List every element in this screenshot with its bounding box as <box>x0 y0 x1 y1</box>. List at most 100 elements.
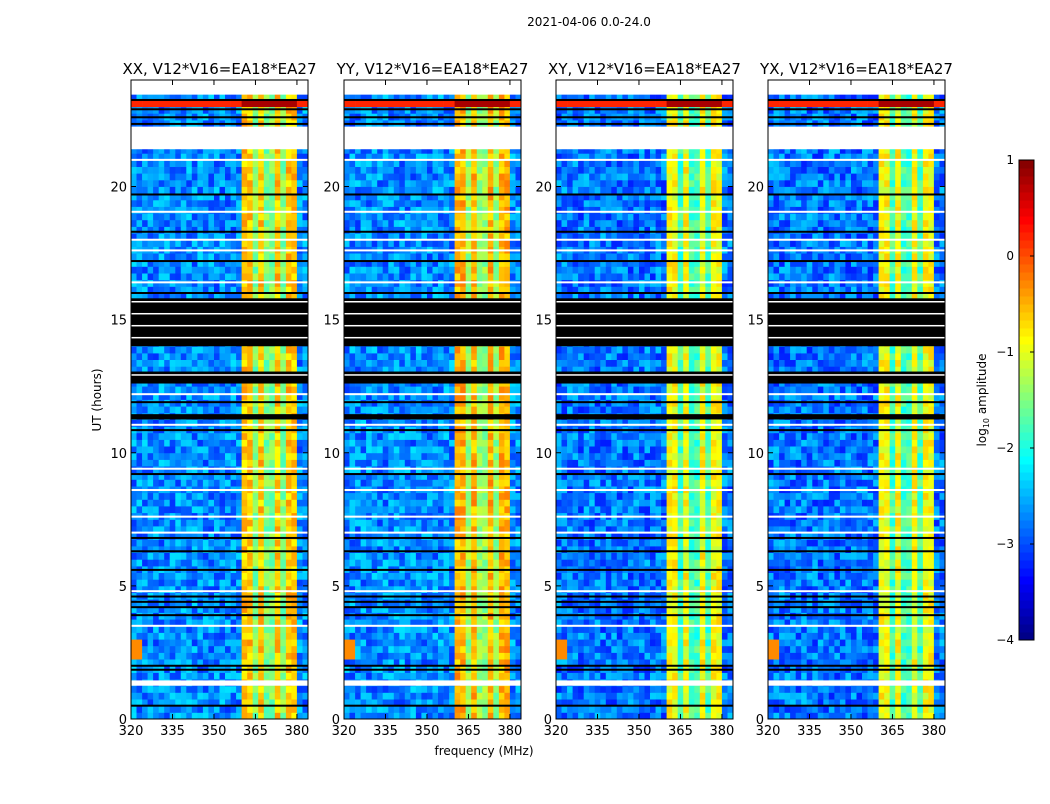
heatmap-cell <box>142 479 148 486</box>
heatmap-cell <box>438 493 444 500</box>
heatmap-cell <box>477 672 483 679</box>
heatmap-cell <box>372 433 378 440</box>
heatmap-cell <box>236 173 242 180</box>
heatmap-cell <box>137 446 143 453</box>
heatmap-cell <box>455 652 461 659</box>
heatmap-cell <box>269 446 275 453</box>
heatmap-cell <box>269 646 275 653</box>
heatmap-cell <box>175 652 181 659</box>
heatmap-cell <box>269 706 275 713</box>
heatmap-cell <box>159 692 165 699</box>
heatmap-cell <box>366 692 372 699</box>
heatmap-cell <box>220 353 226 360</box>
heatmap-cell <box>372 479 378 486</box>
heatmap-cell <box>377 446 383 453</box>
heatmap-cell <box>225 559 231 566</box>
heatmap-cell <box>297 433 303 440</box>
heatmap-cell <box>444 386 450 393</box>
heatmap-cell <box>350 479 356 486</box>
heatmap-cell <box>477 459 483 466</box>
heatmap-cell <box>366 633 372 640</box>
heatmap-cell <box>361 446 367 453</box>
heatmap-cell <box>186 173 192 180</box>
heatmap-cell <box>416 539 422 546</box>
heatmap-cell <box>192 706 198 713</box>
heatmap-cell <box>236 406 242 413</box>
heatmap-cell <box>242 633 248 640</box>
heatmap-cell <box>455 706 461 713</box>
heatmap-cell <box>466 672 472 679</box>
heatmap-cell <box>405 559 411 566</box>
heatmap-cell <box>231 353 237 360</box>
heatmap-cell <box>416 506 422 513</box>
heatmap-cell <box>181 459 187 466</box>
heatmap-cell <box>220 346 226 353</box>
heatmap-cell <box>291 167 297 174</box>
heatmap-cell <box>361 633 367 640</box>
blank-line <box>131 532 308 534</box>
heatmap-cell <box>471 712 477 719</box>
heatmap-cell <box>236 692 242 699</box>
heatmap-cell <box>131 273 137 280</box>
heatmap-cell <box>355 346 361 353</box>
heatmap-cell <box>197 439 203 446</box>
heatmap-cell <box>504 573 510 580</box>
heatmap-cell <box>137 639 143 646</box>
heatmap-cell <box>253 446 259 453</box>
heatmap-cell <box>159 160 165 167</box>
heatmap-cell <box>159 686 165 693</box>
heatmap-cell <box>258 459 264 466</box>
heatmap-cell <box>482 579 488 586</box>
heatmap-cell <box>181 579 187 586</box>
heatmap-cell <box>159 646 165 653</box>
heatmap-cell <box>159 493 165 500</box>
heatmap-cell <box>383 553 389 560</box>
x-axis-label: frequency (MHz) <box>434 744 533 758</box>
heatmap-cell <box>449 706 455 713</box>
heatmap-cell <box>493 519 499 526</box>
heatmap-cell <box>499 639 505 646</box>
heatmap-cell <box>460 506 466 513</box>
heatmap-cell <box>286 646 292 653</box>
heatmap-cell <box>361 493 367 500</box>
heatmap-cell <box>405 493 411 500</box>
heatmap-cell <box>258 539 264 546</box>
heatmap-cell <box>258 273 264 280</box>
heatmap-cell <box>208 446 214 453</box>
heatmap-cell <box>242 220 248 227</box>
y-axis-label: UT (hours) <box>90 368 104 431</box>
heatmap-cell <box>388 633 394 640</box>
heatmap-cell <box>466 579 472 586</box>
heatmap-cell <box>275 633 281 640</box>
heatmap-cell <box>493 626 499 633</box>
heatmap-cell <box>460 360 466 367</box>
heatmap-cell <box>242 579 248 586</box>
heatmap-cell <box>275 160 281 167</box>
panel-xx: XX, V12*V16=EA18*EA273203353503653800510… <box>110 60 316 739</box>
heatmap-cell <box>258 686 264 693</box>
heatmap-cell <box>153 633 159 640</box>
heatmap-cell <box>264 539 270 546</box>
heatmap-cell <box>477 499 483 506</box>
heatmap-cell <box>405 712 411 719</box>
heatmap-cell <box>208 453 214 460</box>
heatmap-cell <box>164 200 170 207</box>
heatmap-cell <box>466 433 472 440</box>
heatmap-cell <box>247 712 253 719</box>
heatmap-cell <box>286 213 292 220</box>
blank-line <box>131 301 308 303</box>
heatmap-cell <box>433 406 439 413</box>
heatmap-cell <box>383 506 389 513</box>
heatmap-cell <box>269 626 275 633</box>
heatmap-cell <box>399 453 405 460</box>
heatmap-cell <box>269 386 275 393</box>
heatmap-cell <box>488 406 494 413</box>
heatmap-cell <box>170 506 176 513</box>
heatmap-cell <box>493 439 499 446</box>
heatmap-cell <box>153 672 159 679</box>
heatmap-cell <box>460 579 466 586</box>
heatmap-cell <box>366 499 372 506</box>
heatmap-cell <box>427 439 433 446</box>
heatmap-cell <box>231 173 237 180</box>
heatmap-cell <box>394 712 400 719</box>
